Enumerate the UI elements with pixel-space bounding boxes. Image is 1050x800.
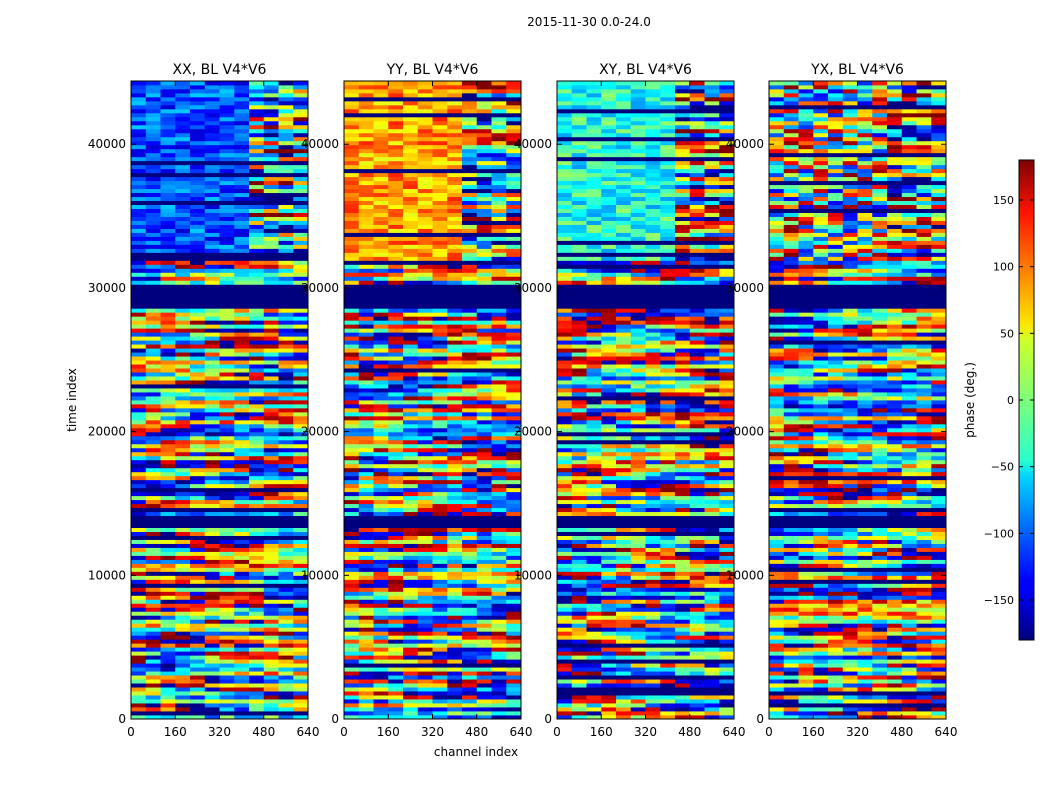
colorbar-tick-label: −50 [991, 461, 1014, 474]
colorbar-tick-label: 50 [1000, 327, 1014, 340]
y-tick-label: 30000 [514, 281, 552, 295]
y-tick-label: 0 [118, 712, 126, 726]
figure-title: 2015-11-30 0.0-24.0 [527, 15, 651, 29]
y-tick-label: 0 [331, 712, 339, 726]
x-tick-label: 640 [297, 725, 320, 739]
colorbar-tick-label: 100 [993, 261, 1014, 274]
x-tick-label: 640 [510, 725, 533, 739]
x-tick-label: 160 [164, 725, 187, 739]
panel-xy: XY, BL V4*V6 0 160 320 480 640 0 10000 20000 3000… [514, 62, 746, 739]
x-tick-label: 0 [340, 725, 348, 739]
colorbar-tick-label: 0 [1007, 394, 1014, 407]
x-tick-label: 160 [377, 725, 400, 739]
panel-yx: YX, BL V4*V6 0 160 320 480 640 0 10000 20000 3000… [726, 62, 958, 739]
y-tick-label: 0 [544, 712, 552, 726]
x-tick-label: 480 [678, 725, 701, 739]
y-tick-label: 20000 [514, 425, 552, 439]
x-tick-label: 160 [802, 725, 825, 739]
y-tick-label: 20000 [726, 425, 764, 439]
y-tick-label: 30000 [88, 281, 126, 295]
y-tick-label: 30000 [301, 281, 339, 295]
y-tick-label: 10000 [514, 568, 552, 582]
y-tick-label: 10000 [301, 568, 339, 582]
x-tick-label: 320 [634, 725, 657, 739]
y-axis-label: time index [65, 368, 79, 432]
y-tick-label: 20000 [88, 425, 126, 439]
x-tick-label: 160 [590, 725, 613, 739]
colorbar-tick-label: 150 [993, 194, 1014, 207]
y-tick-label: 20000 [301, 425, 339, 439]
phase-image [131, 81, 309, 720]
phase-image [769, 81, 947, 720]
phase-image [344, 81, 522, 720]
x-tick-label: 480 [890, 725, 913, 739]
x-tick-label: 0 [553, 725, 561, 739]
y-tick-label: 10000 [726, 568, 764, 582]
panel-xx: XX, BL V4*V6 0 160 320 480 640 0 10000 20000 3000… [88, 62, 320, 739]
x-tick-label: 480 [252, 725, 275, 739]
colorbar: −150 −100 −50 0 50 100 150 phase (deg.) [963, 159, 1035, 641]
panel-title: YX, BL V4*V6 [810, 62, 904, 78]
x-tick-label: 0 [765, 725, 773, 739]
panel-title: YY, BL V4*V6 [386, 62, 479, 78]
phase-image [557, 81, 735, 720]
x-tick-label: 640 [935, 725, 958, 739]
y-tick-label: 40000 [301, 137, 339, 151]
x-axis-label: channel index [434, 745, 518, 759]
y-tick-label: 0 [756, 712, 764, 726]
colorbar-tick-label: −100 [984, 527, 1014, 540]
x-tick-label: 480 [465, 725, 488, 739]
y-tick-label: 10000 [88, 568, 126, 582]
y-tick-label: 40000 [514, 137, 552, 151]
y-tick-label: 40000 [88, 137, 126, 151]
colorbar-label: phase (deg.) [963, 362, 977, 438]
x-tick-label: 320 [421, 725, 444, 739]
y-tick-label: 30000 [726, 281, 764, 295]
colorbar-tick-label: −150 [984, 594, 1014, 607]
x-tick-label: 320 [208, 725, 231, 739]
panel-title: XX, BL V4*V6 [173, 62, 267, 78]
x-tick-label: 0 [127, 725, 135, 739]
x-tick-label: 320 [846, 725, 869, 739]
y-tick-label: 40000 [726, 137, 764, 151]
panel-yy: YY, BL V4*V6 0 160 320 480 640 0 10000 20000 3000… [301, 62, 533, 739]
panels: XX, BL V4*V6 0 160 320 480 640 0 10000 20000 3000… [88, 62, 958, 739]
panel-title: XY, BL V4*V6 [599, 62, 692, 78]
x-tick-label: 640 [723, 725, 746, 739]
